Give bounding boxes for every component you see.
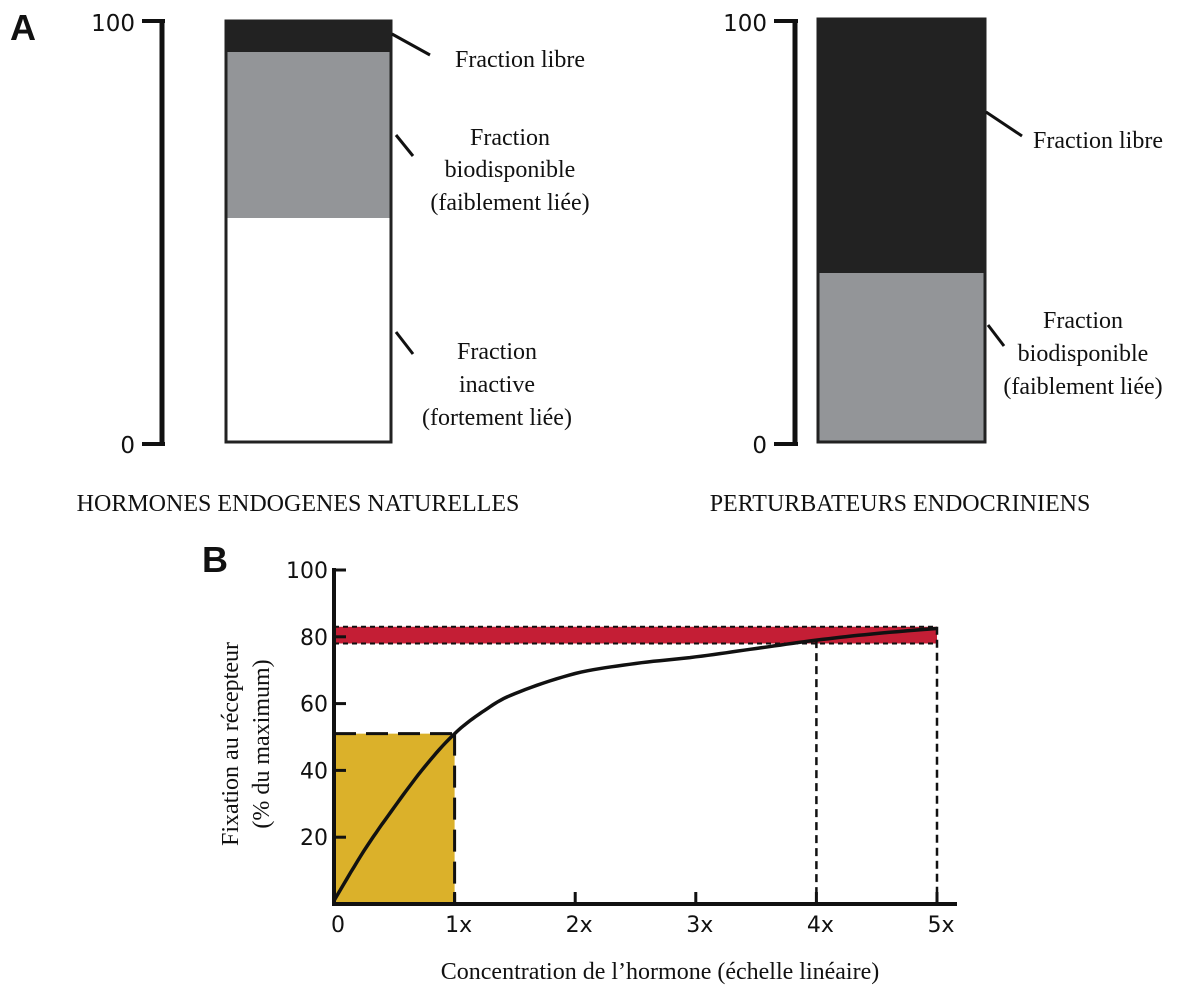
right-segment-libre bbox=[818, 19, 985, 273]
y-axis-label-line1: Fixation au récepteur bbox=[218, 642, 244, 846]
right-bar-title: PERTURBATEURS ENDOCRINIENS bbox=[710, 491, 1091, 517]
panel-label-b: B bbox=[202, 539, 228, 580]
x-tick-label: 0 bbox=[331, 913, 345, 938]
y-tick-label: 20 bbox=[300, 826, 328, 851]
right-leader-libre bbox=[985, 110, 1023, 138]
left-segment-inactive bbox=[226, 218, 391, 442]
right-label-libre: Fraction libre bbox=[1033, 128, 1163, 154]
left-label-inactive-line3: (fortement liée) bbox=[422, 405, 572, 431]
binding-curve bbox=[332, 626, 938, 902]
panel-a-right: 100 0 Fraction libre Fraction biodisponi… bbox=[710, 11, 1163, 517]
y-tick-label: 100 bbox=[286, 559, 328, 584]
low-concentration-region bbox=[334, 733, 455, 904]
right-tick-label-0: 0 bbox=[752, 433, 767, 459]
x-ticks: 0 1x 2x 3x 4x 5x bbox=[331, 892, 955, 938]
right-label-bio-line3: (faiblement liée) bbox=[1003, 374, 1162, 400]
left-segment-biodisponible bbox=[226, 52, 391, 218]
x-tick-label: 5x bbox=[927, 913, 954, 938]
left-tick-label-100: 100 bbox=[91, 11, 135, 37]
y-tick-label: 80 bbox=[300, 626, 328, 651]
left-label-inactive-line1: Fraction bbox=[457, 339, 537, 365]
left-label-bio-line2: biodisponible bbox=[445, 157, 576, 183]
y-axis-label-line2: (% du maximum) bbox=[249, 659, 275, 828]
left-segment-libre bbox=[226, 21, 391, 52]
right-label-bio-line1: Fraction bbox=[1043, 308, 1123, 334]
right-segment-biodisponible bbox=[818, 273, 985, 442]
x-tick-label: 3x bbox=[686, 913, 713, 938]
left-label-inactive-line2: inactive bbox=[459, 372, 535, 398]
panel-a-left: 100 0 Fraction libre Fraction biodisponi… bbox=[77, 11, 590, 517]
left-leader-inactive bbox=[394, 331, 415, 355]
right-tick-label-100: 100 bbox=[723, 11, 767, 37]
panel-label-a: A bbox=[10, 7, 36, 48]
left-label-libre: Fraction libre bbox=[455, 47, 585, 73]
y-tick-label: 40 bbox=[300, 759, 328, 784]
right-leader-biodisponible bbox=[986, 324, 1006, 347]
left-bar-outline bbox=[224, 19, 393, 444]
left-label-bio-line3: (faiblement liée) bbox=[430, 190, 589, 216]
y-ticks: 20 40 60 80 100 bbox=[286, 559, 346, 851]
left-tick-label-0: 0 bbox=[120, 433, 135, 459]
right-label-bio-line2: biodisponible bbox=[1018, 341, 1149, 367]
left-leader-biodisponible bbox=[394, 134, 415, 157]
y-tick-label: 60 bbox=[300, 693, 328, 718]
x-axis-label: Concentration de l’hormone (échelle liné… bbox=[441, 959, 879, 985]
left-leader-libre bbox=[391, 32, 431, 57]
right-bar-outline bbox=[816, 17, 987, 444]
left-bar-title: HORMONES ENDOGENES NATURELLES bbox=[77, 491, 520, 517]
left-label-bio-line1: Fraction bbox=[470, 125, 550, 151]
x-tick-label: 2x bbox=[566, 913, 593, 938]
x-tick-label: 4x bbox=[807, 913, 834, 938]
panel-b-plot: 20 40 60 80 100 0 1x 2x 3x 4x 5x Concentration de… bbox=[218, 559, 957, 985]
saturation-band bbox=[334, 626, 937, 644]
x-tick-label: 1x bbox=[445, 913, 472, 938]
